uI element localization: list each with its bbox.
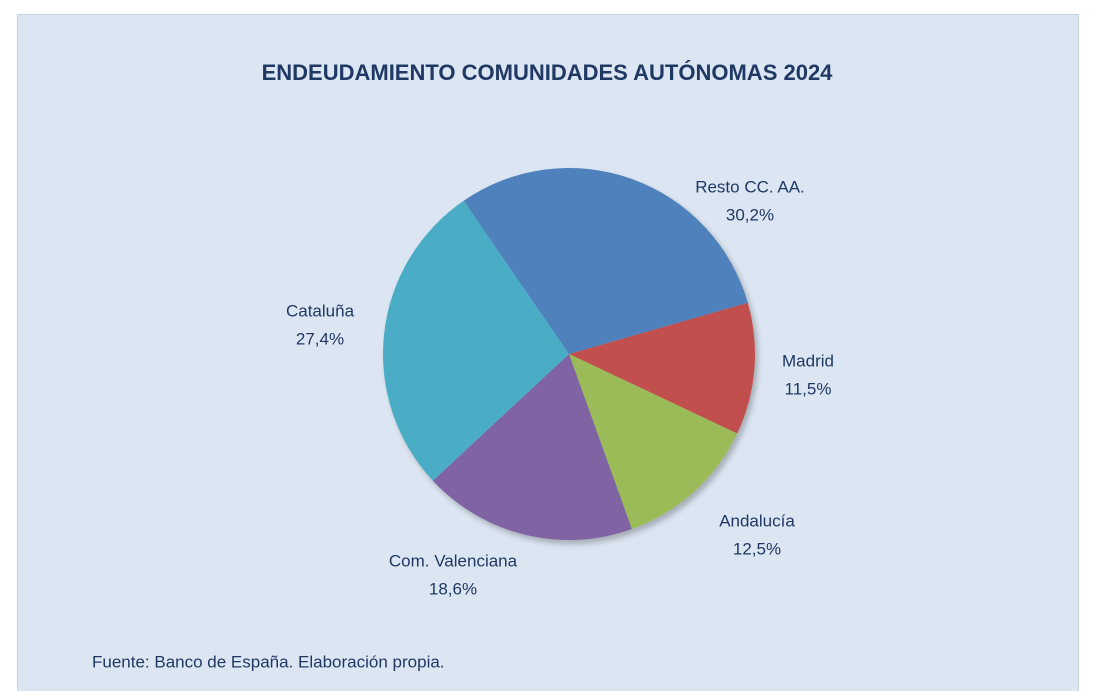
slice-label-name: Cataluña <box>286 301 355 320</box>
slice-label-name: Com. Valenciana <box>389 551 518 570</box>
slice-label-value: 18,6% <box>429 579 477 598</box>
slice-label-value: 12,5% <box>733 539 781 558</box>
pie-slice <box>382 200 569 481</box>
slice-label-value: 11,5% <box>785 379 832 398</box>
slice-label-name: Madrid <box>782 351 834 370</box>
pie-slice <box>432 354 632 540</box>
slice-label-value: 30,2% <box>726 205 774 224</box>
labels: Madrid 11,5% Andalucía 12,5% Com. Valenciana… <box>286 177 834 598</box>
pie-slice <box>463 168 748 354</box>
slice-label-value: 27,4% <box>296 329 344 348</box>
source-note: Fuente: Banco de España. Elaboración pro… <box>92 652 445 671</box>
pie-slice <box>569 354 738 530</box>
slice-label-name: Andalucía <box>719 511 795 530</box>
chart-title: ENDEUDAMIENTO COMUNIDADES AUTÓNOMAS 2024 <box>262 60 834 85</box>
slice-label-name: Resto CC. AA. <box>695 177 805 196</box>
pie <box>382 168 755 540</box>
pie-slice <box>569 302 755 434</box>
